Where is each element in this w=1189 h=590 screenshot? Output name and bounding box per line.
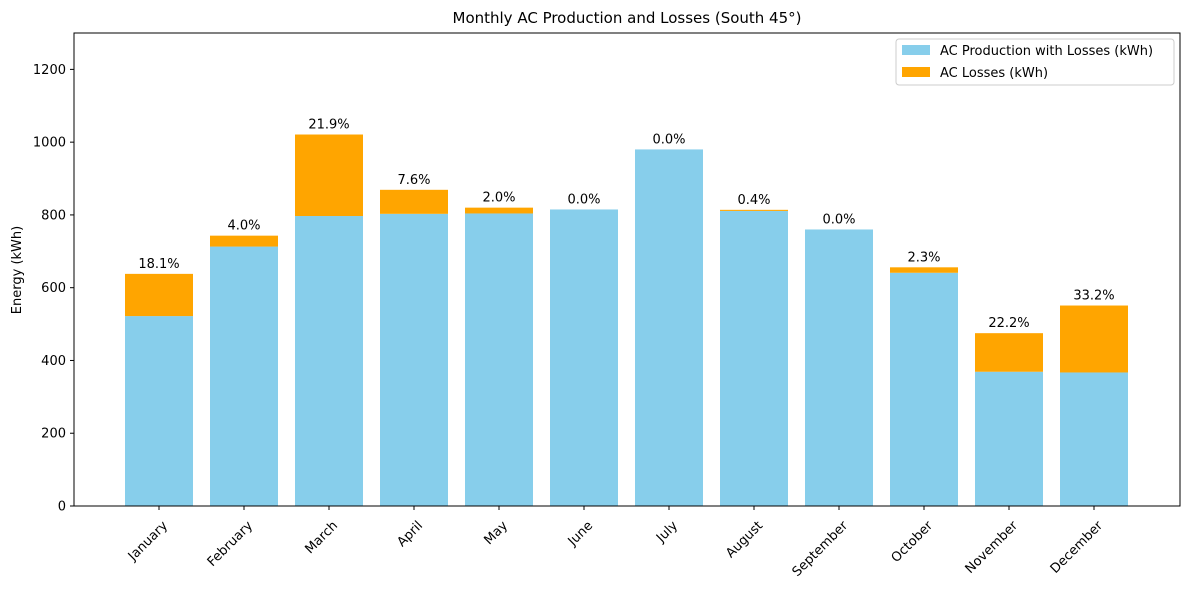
plot-frame	[73, 32, 1181, 507]
y-tick-label: 600	[41, 281, 66, 296]
bar-production	[635, 149, 703, 506]
x-tick-label: February	[205, 518, 257, 570]
bar-production	[720, 210, 788, 506]
x-tick-label: May	[481, 518, 511, 548]
bar-production	[550, 209, 618, 506]
y-tick-label: 0	[58, 500, 66, 515]
data-label: 7.6%	[397, 173, 430, 188]
bar-losses	[1060, 305, 1128, 373]
data-label: 21.9%	[308, 118, 349, 133]
bar-production	[295, 216, 363, 506]
data-label: 0.0%	[822, 212, 855, 227]
data-label: 0.0%	[652, 132, 685, 147]
legend-swatch-production	[902, 45, 930, 55]
bar-losses	[975, 333, 1043, 372]
bar-production	[975, 371, 1043, 506]
legend-label-losses: AC Losses (kWh)	[940, 66, 1048, 81]
legend: AC Production with Losses (kWh) AC Losse…	[895, 38, 1175, 86]
bar-production	[805, 229, 873, 506]
y-tick-label: 200	[41, 427, 66, 442]
bar-losses	[890, 267, 958, 273]
bar-production	[380, 213, 448, 506]
bar-losses	[210, 235, 278, 247]
y-tick-label: 1000	[33, 136, 66, 151]
x-tick-label: November	[963, 518, 1022, 577]
bar-production	[890, 272, 958, 506]
bar-production	[125, 316, 193, 506]
plot-area: 0 200 400 600 800 1000 1200 18.1% January 4.0% Feb…	[33, 63, 1128, 580]
data-label: 2.3%	[907, 250, 940, 265]
data-label: 0.4%	[737, 193, 770, 208]
y-tick-label: 800	[41, 208, 66, 223]
legend-swatch-losses	[902, 67, 930, 77]
bar-losses	[465, 207, 533, 214]
data-label: 33.2%	[1073, 289, 1114, 304]
x-tick-label: March	[302, 518, 341, 557]
bar-losses	[380, 189, 448, 214]
y-axis-label: Energy (kWh)	[10, 226, 25, 314]
x-tick-label: January	[125, 518, 171, 564]
x-tick-label: December	[1048, 518, 1107, 577]
x-tick-label: July	[653, 518, 681, 546]
bar-production	[210, 246, 278, 506]
bar-losses	[720, 209, 788, 211]
bar-production	[465, 213, 533, 506]
y-tick-label: 1200	[33, 63, 66, 78]
data-label: 2.0%	[482, 191, 515, 206]
chart-title: Monthly AC Production and Losses (South …	[453, 9, 802, 27]
y-tick-label: 400	[41, 354, 66, 369]
bar-losses	[295, 134, 363, 217]
data-label: 4.0%	[227, 219, 260, 234]
legend-label-production: AC Production with Losses (kWh)	[940, 44, 1153, 59]
x-tick-label: June	[565, 518, 596, 549]
data-label: 22.2%	[988, 316, 1029, 331]
bar-losses	[125, 273, 193, 317]
data-label: 0.0%	[567, 192, 600, 207]
legend-box	[895, 38, 1175, 86]
bar-production	[1060, 372, 1128, 506]
x-tick-label: April	[394, 518, 426, 550]
x-tick-label: October	[889, 518, 937, 566]
x-tick-label: August	[723, 518, 766, 561]
x-tick-label: September	[790, 518, 852, 580]
data-label: 18.1%	[138, 257, 179, 272]
